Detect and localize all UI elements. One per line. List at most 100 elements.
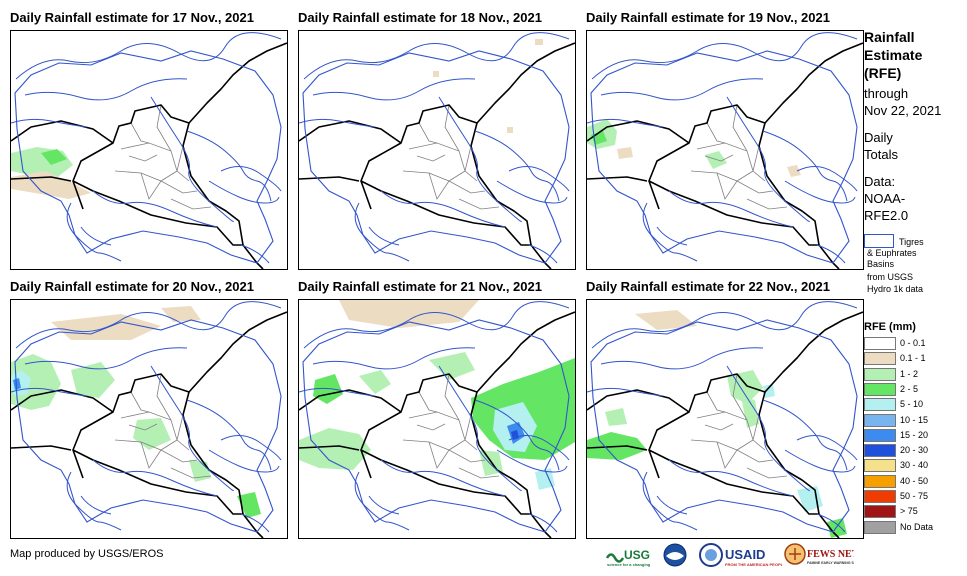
river-basins <box>299 301 570 533</box>
rainfall-area <box>605 408 627 426</box>
panel-title: Daily Rainfall estimate for 18 Nov., 202… <box>298 10 542 25</box>
river-line <box>474 130 560 202</box>
admin-line <box>704 154 734 162</box>
admin-line <box>128 423 158 431</box>
river-line <box>368 495 400 515</box>
river-basins <box>11 301 282 533</box>
admin-line <box>736 180 774 194</box>
legend-swatch <box>864 520 896 534</box>
river-line <box>15 32 282 80</box>
river-line <box>508 435 570 461</box>
rainfall-layer <box>299 300 575 490</box>
legend-label: > 75 <box>900 506 918 517</box>
admin-line <box>170 467 212 479</box>
river-basins <box>587 32 858 264</box>
rainfall-area <box>797 486 823 512</box>
rainfall-area <box>339 300 479 328</box>
legend-swatch <box>864 367 896 381</box>
admin-boundaries <box>690 104 788 210</box>
admin-line <box>706 391 726 413</box>
admin-line <box>170 198 212 210</box>
river-line <box>474 399 560 471</box>
admin-line <box>160 449 198 463</box>
rainfall-area <box>13 378 21 390</box>
border-line <box>72 373 244 515</box>
river-line <box>762 399 848 471</box>
legend-heading: Rainfall Estimate (RFE) <box>864 28 964 82</box>
river-line <box>354 202 410 262</box>
legend-item: 15 - 20 <box>864 428 964 442</box>
legend-swatch <box>864 382 896 396</box>
map-panel-21: Daily Rainfall estimate for 21 Nov., 202… <box>298 279 576 539</box>
country-borders <box>299 311 575 538</box>
legend-item: > 75 <box>864 505 964 519</box>
admin-line <box>696 411 754 441</box>
river-line <box>668 459 794 497</box>
country-borders <box>11 42 287 269</box>
legend-label: 10 - 15 <box>900 414 929 425</box>
rainfall-layer <box>587 310 847 538</box>
admin-line <box>464 414 478 451</box>
river-line <box>380 459 506 497</box>
river-line <box>220 435 282 461</box>
rainfall-area <box>299 428 371 470</box>
map-panel-19: Daily Rainfall estimate for 19 Nov., 202… <box>586 10 864 270</box>
map-graphic <box>11 32 287 269</box>
rainfall-area <box>635 310 697 330</box>
admin-line <box>416 154 446 162</box>
admin-line <box>176 414 190 451</box>
rainfall-area <box>741 396 759 428</box>
data-line: NOAA- <box>864 191 906 206</box>
admin-line <box>732 373 748 421</box>
admin-line <box>130 122 150 144</box>
through-label: through <box>864 86 909 101</box>
svg-text:FAMINE EARLY WARNING SYSTEMS N: FAMINE EARLY WARNING SYSTEMS NETWORK <box>807 561 854 565</box>
river-line <box>600 78 764 101</box>
border-line <box>360 104 532 246</box>
admin-line <box>690 439 754 451</box>
river-line <box>24 78 188 101</box>
river-line <box>303 32 570 80</box>
admin-boundaries <box>402 104 500 210</box>
legend-label: 2 - 5 <box>900 383 919 394</box>
legend-label: 1 - 2 <box>900 368 919 379</box>
admin-line <box>444 373 460 421</box>
heading-line: (RFE) <box>864 65 902 81</box>
border-line <box>11 445 84 479</box>
admin-boundaries <box>690 373 788 479</box>
legend-item: 0.1 - 1 <box>864 352 964 366</box>
svg-text:science for a changing world: science for a changing world <box>607 562 650 567</box>
border-line <box>587 389 690 413</box>
border-line <box>299 445 372 479</box>
svg-text:USAID: USAID <box>725 547 765 562</box>
map-panel-18: Daily Rainfall estimate for 18 Nov., 202… <box>298 10 576 270</box>
river-line <box>240 513 270 533</box>
rainfall-area <box>535 468 555 490</box>
admin-line <box>746 198 788 210</box>
legend-title: RFE (mm) <box>864 321 916 333</box>
map-credit: Map produced by USGS/EROS <box>10 548 164 560</box>
admin-line <box>402 439 466 451</box>
admin-line <box>428 172 450 200</box>
rainfall-area <box>41 149 67 165</box>
map-graphic <box>299 32 575 269</box>
legend-label: 5 - 10 <box>900 399 924 410</box>
rainfall-area <box>133 418 171 450</box>
admin-boundaries <box>114 373 212 479</box>
legend-item: 5 - 10 <box>864 398 964 412</box>
map-graphic <box>587 301 863 538</box>
rainfall-area <box>11 354 61 410</box>
river-line <box>299 118 376 128</box>
rainfall-map <box>298 299 576 539</box>
basin-label: Basins <box>867 259 895 269</box>
river-line <box>496 449 568 473</box>
border-line <box>818 244 840 269</box>
river-line <box>656 495 688 515</box>
basin-outline <box>302 319 570 533</box>
rainfall-map <box>586 299 864 539</box>
legend-item: 10 - 15 <box>864 413 964 427</box>
daily-line: Totals <box>864 147 898 162</box>
svg-text:USGS: USGS <box>624 548 650 562</box>
panel-title: Daily Rainfall estimate for 21 Nov., 202… <box>298 279 542 294</box>
admin-line <box>120 142 178 172</box>
